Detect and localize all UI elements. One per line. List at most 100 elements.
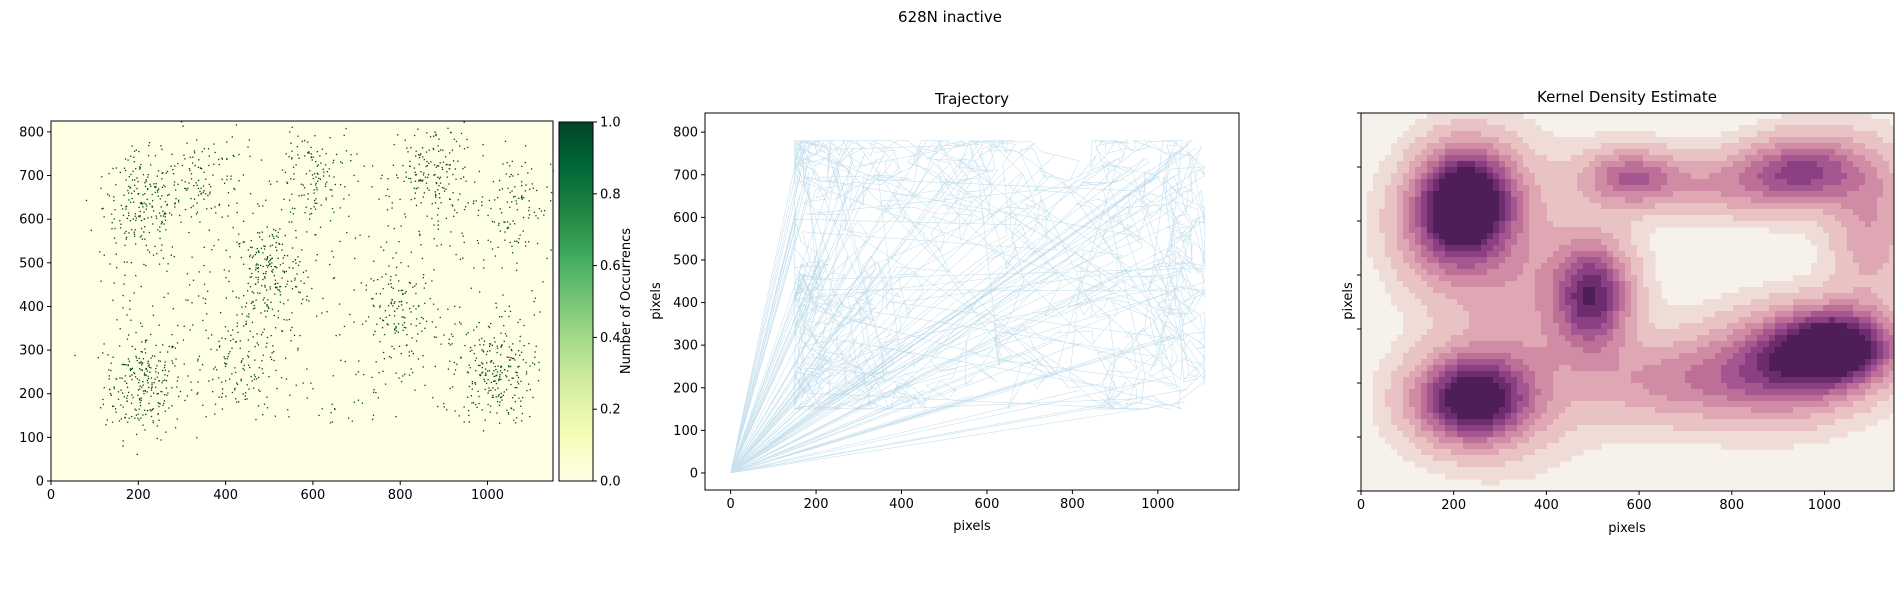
- kde-cell: [1409, 275, 1416, 282]
- occupancy-point: [141, 235, 143, 237]
- occupancy-point: [133, 292, 135, 294]
- kde-cell: [1439, 227, 1446, 234]
- occupancy-point: [247, 339, 250, 341]
- kde-cell: [1625, 425, 1632, 432]
- kde-cell: [1433, 287, 1440, 294]
- occupancy-point: [125, 206, 127, 208]
- occupancy-point: [188, 284, 191, 286]
- kde-cell: [1397, 353, 1404, 360]
- kde-cell: [1457, 419, 1464, 426]
- kde-cell: [1463, 431, 1470, 438]
- occupancy-point: [248, 350, 250, 353]
- occupancy-point: [108, 369, 110, 371]
- occupancy-point: [316, 189, 318, 191]
- occupancy-point: [398, 305, 400, 308]
- occupancy-point: [249, 155, 251, 158]
- kde-cell: [1547, 341, 1554, 348]
- occupancy-point: [521, 198, 523, 200]
- kde-cell: [1499, 173, 1506, 180]
- kde-cell: [1607, 395, 1614, 402]
- kde-cell: [1541, 269, 1548, 276]
- occupancy-point: [482, 143, 484, 146]
- kde-cell: [1457, 125, 1464, 132]
- occupancy-point: [123, 194, 125, 196]
- kde-cell: [1421, 119, 1428, 126]
- kde-cell: [1433, 167, 1440, 174]
- occupancy-point: [262, 354, 264, 356]
- occupancy-point: [203, 171, 205, 173]
- kde-cell: [1661, 137, 1668, 144]
- kde-cell: [1541, 317, 1548, 324]
- occupancy-point: [218, 163, 220, 166]
- occupancy-point: [122, 214, 125, 217]
- kde-cell: [1391, 167, 1398, 174]
- kde-cell: [1631, 215, 1638, 222]
- kde-cell: [1589, 239, 1596, 246]
- kde-cell: [1427, 281, 1434, 288]
- kde-cell: [1397, 197, 1404, 204]
- occupancy-point: [449, 198, 451, 200]
- kde-cell: [1685, 143, 1692, 150]
- kde-cell: [1403, 197, 1410, 204]
- occupancy-point: [195, 182, 197, 184]
- occupancy-point: [249, 276, 251, 278]
- occupancy-point: [147, 154, 150, 157]
- occupancy-point: [156, 425, 159, 427]
- kde-cell: [1559, 239, 1566, 246]
- kde-cell: [1457, 359, 1464, 366]
- occupancy-point: [413, 187, 415, 189]
- kde-cell: [1505, 239, 1512, 246]
- occupancy-point: [149, 203, 151, 205]
- kde-cell: [1439, 341, 1446, 348]
- occupancy-point: [256, 263, 258, 265]
- occupancy-point: [135, 433, 138, 436]
- kde-cell: [1487, 149, 1494, 156]
- kde-cell: [1403, 449, 1410, 456]
- kde-cell: [1415, 449, 1422, 456]
- kde-cell: [1433, 413, 1440, 420]
- kde-cell: [1505, 215, 1512, 222]
- occupancy-point: [470, 395, 472, 397]
- occupancy-point: [474, 359, 476, 362]
- kde-cell: [1583, 335, 1590, 342]
- occupancy-point: [142, 206, 144, 208]
- kde-cell: [1517, 227, 1524, 234]
- kde-cell: [1481, 233, 1488, 240]
- kde-cell: [1397, 431, 1404, 438]
- kde-cell: [1565, 455, 1572, 462]
- kde-cell: [1439, 329, 1446, 336]
- kde-cell: [1673, 221, 1680, 228]
- occupancy-point: [522, 230, 524, 232]
- kde-cell: [1643, 407, 1650, 414]
- kde-cell: [1553, 419, 1560, 426]
- kde-cell: [1463, 413, 1470, 420]
- kde-cell: [1571, 347, 1578, 354]
- kde-cell: [1487, 209, 1494, 216]
- kde-cell: [1577, 269, 1584, 276]
- kde-cell: [1589, 353, 1596, 360]
- occupancy-point: [514, 394, 516, 396]
- kde-cell: [1457, 197, 1464, 204]
- occupancy-point: [498, 422, 501, 424]
- kde-cell: [1631, 317, 1638, 324]
- occupancy-point: [514, 386, 516, 389]
- kde-cell: [1643, 413, 1650, 420]
- occupancy-point: [266, 256, 269, 259]
- kde-cell: [1553, 185, 1560, 192]
- kde-cell: [1403, 149, 1410, 156]
- kde-cell: [1517, 461, 1524, 468]
- kde-cell: [1415, 335, 1422, 342]
- kde-cell: [1529, 389, 1536, 396]
- kde-cell: [1565, 215, 1572, 222]
- kde-cell: [1439, 275, 1446, 282]
- occupancy-point: [171, 246, 173, 248]
- occupancy-point: [264, 286, 266, 288]
- kde-cell: [1475, 131, 1482, 138]
- kde-cell: [1469, 233, 1476, 240]
- occupancy-point: [506, 221, 509, 223]
- kde-cell: [1655, 137, 1662, 144]
- occupancy-point: [376, 323, 378, 325]
- occupancy-point: [472, 202, 475, 205]
- kde-cell: [1415, 239, 1422, 246]
- occupancy-point: [143, 231, 145, 233]
